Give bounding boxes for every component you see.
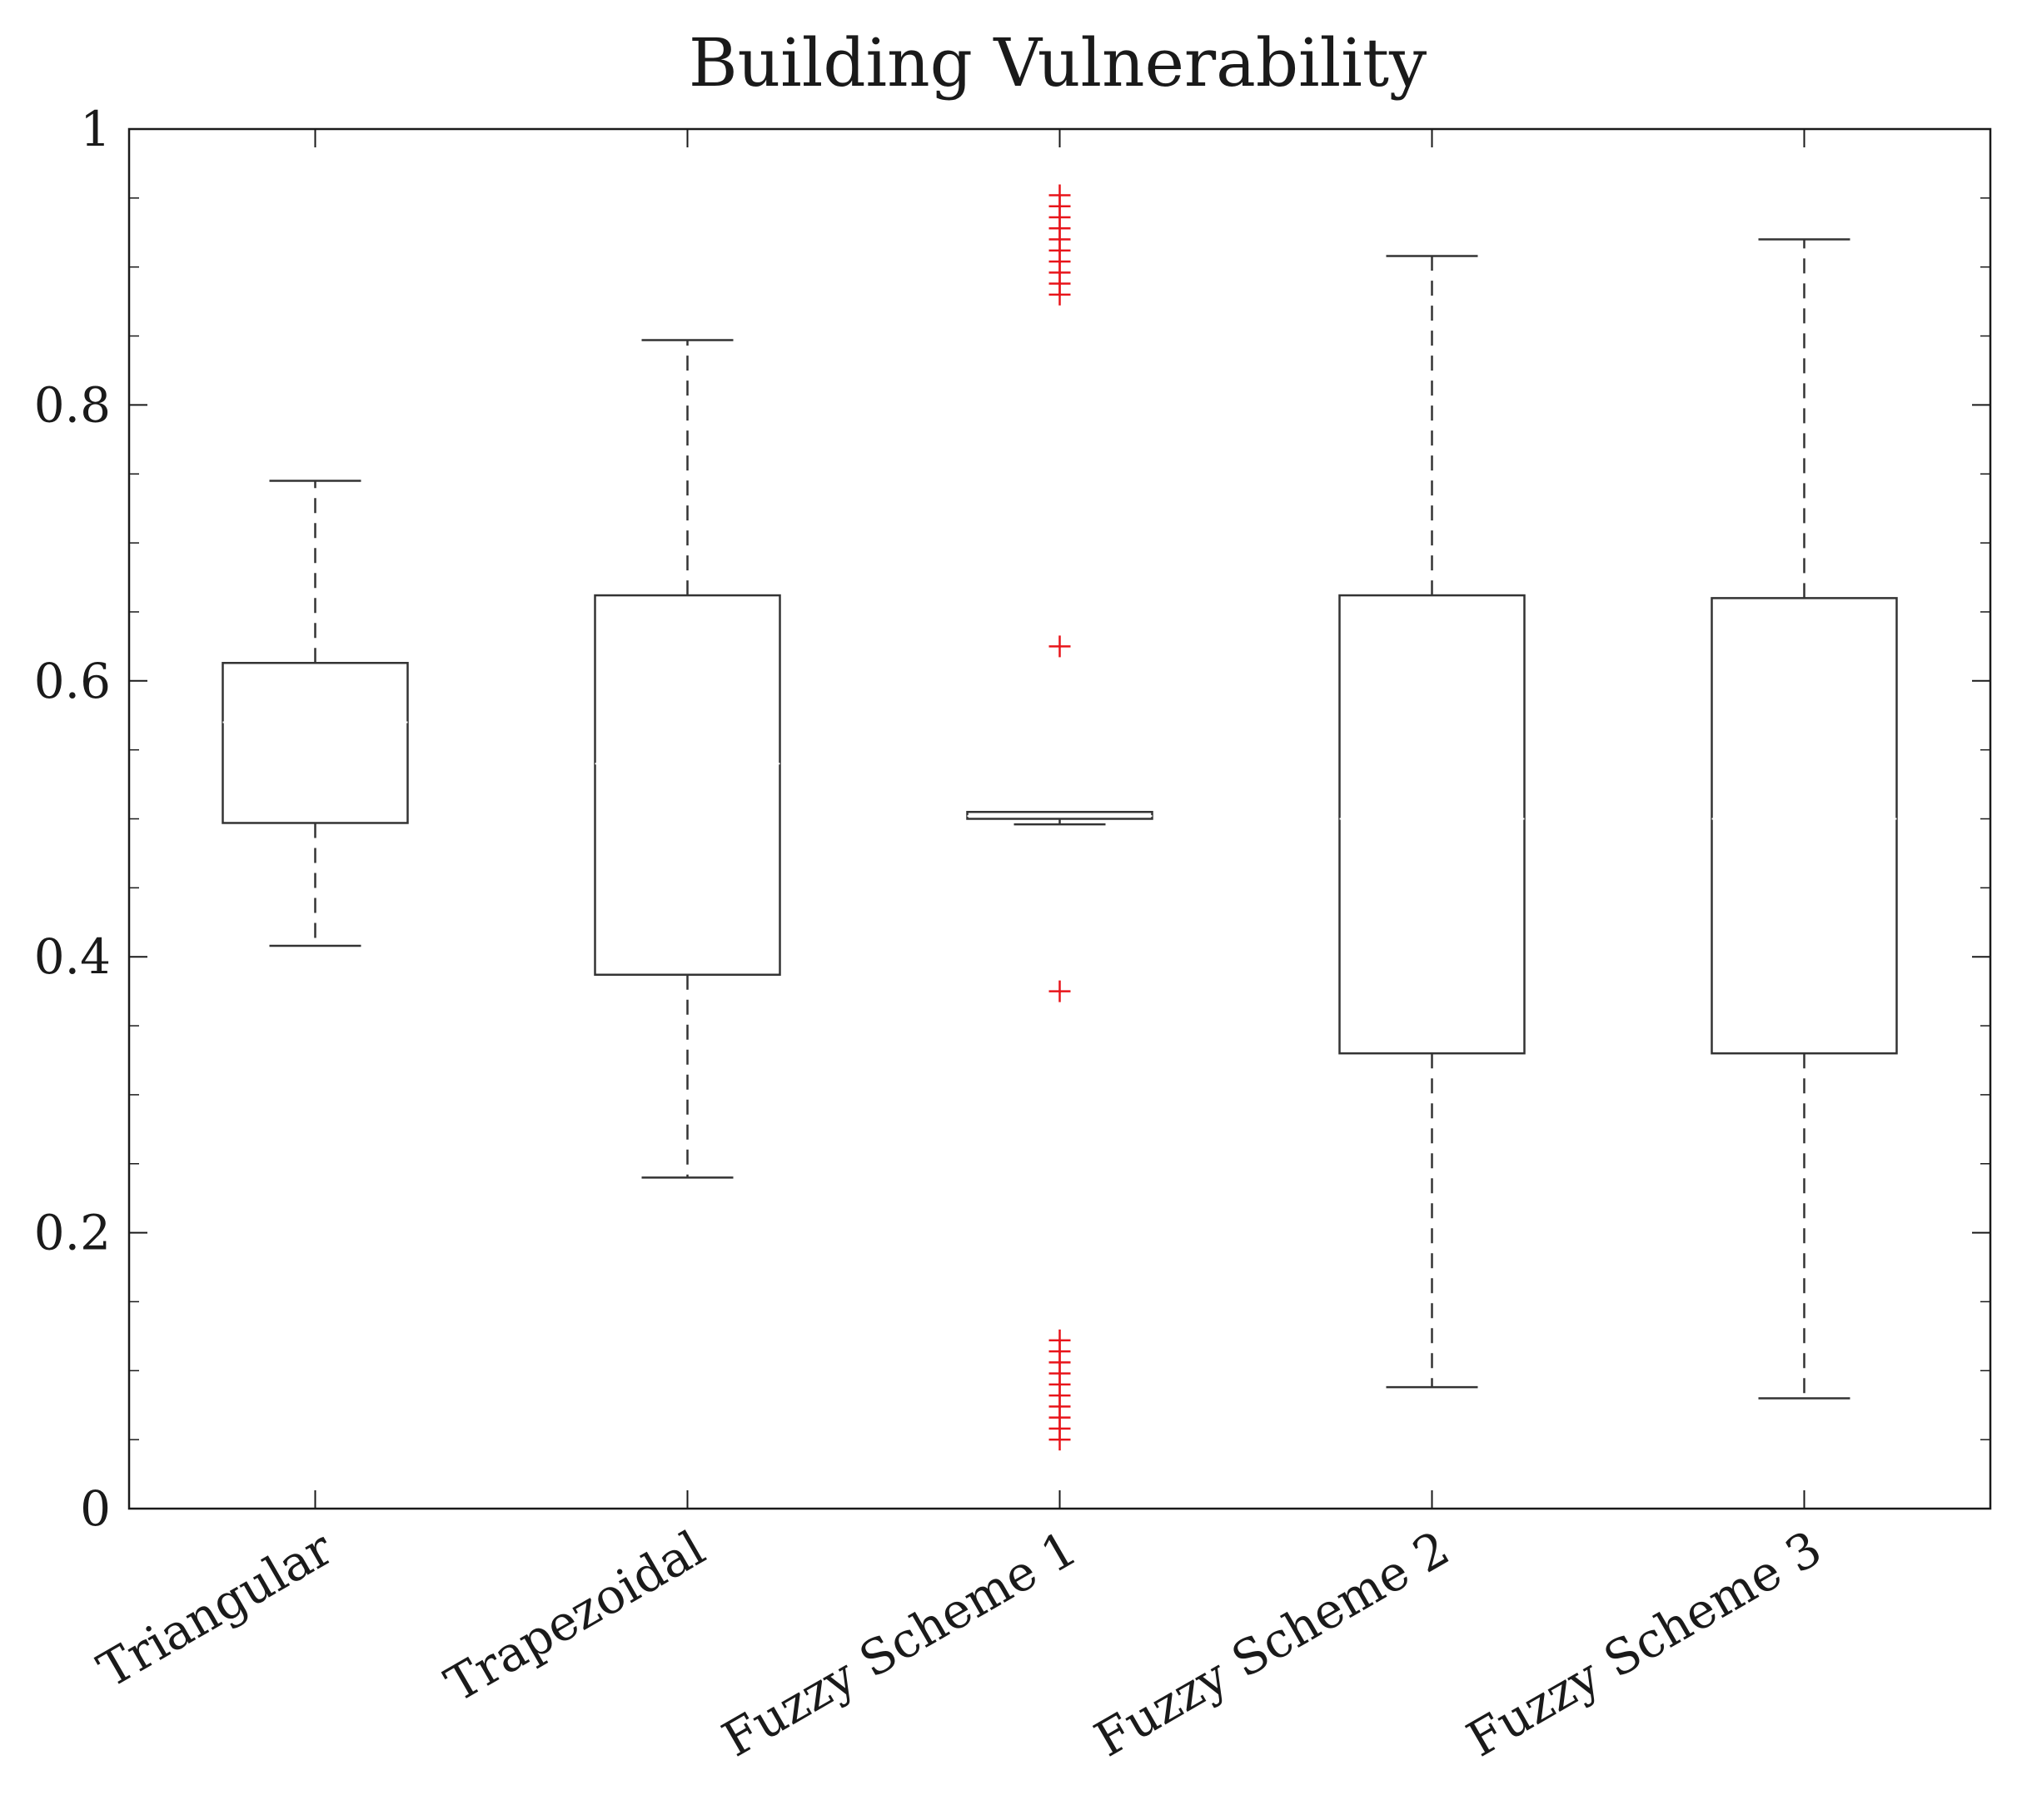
box-group-fuzzy-scheme-3 <box>1711 238 1898 1400</box>
axes-layer <box>127 127 1992 1510</box>
box-iqr <box>1338 594 1526 1055</box>
marks-layer <box>222 184 1898 1451</box>
x-tick-label: Fuzzy Scheme 1 <box>713 1519 1086 1768</box>
y-tick-label: 0 <box>80 1480 111 1537</box>
box-iqr <box>1711 597 1898 1055</box>
y-tick-label: 0.6 <box>34 653 111 709</box>
box-group-trapezoidal <box>594 339 781 1179</box>
box-iqr <box>594 594 781 976</box>
x-tick-label: Fuzzy Scheme 3 <box>1457 1519 1830 1768</box>
x-tick-label: Triangular <box>88 1519 342 1698</box>
box-group-triangular <box>222 480 409 947</box>
box-iqr <box>222 662 409 824</box>
box-group-fuzzy-scheme-1 <box>966 184 1153 1451</box>
y-tick-label: 0.2 <box>34 1205 111 1261</box>
x-tick-label: Trapezoidal <box>436 1519 714 1713</box>
box-group-fuzzy-scheme-2 <box>1338 255 1526 1389</box>
outlier-marker <box>1048 184 1071 206</box>
x-tick-label: Fuzzy Scheme 2 <box>1085 1519 1458 1768</box>
outlier-marker <box>1048 980 1071 1002</box>
y-tick-label: 0.4 <box>34 928 111 985</box>
chart-title: Building Vulnerability <box>689 24 1427 102</box>
outlier-marker <box>1048 635 1071 658</box>
y-tick-label: 0.8 <box>34 376 111 433</box>
outlier-marker <box>1048 1329 1071 1351</box>
y-tick-label: 1 <box>80 101 111 157</box>
